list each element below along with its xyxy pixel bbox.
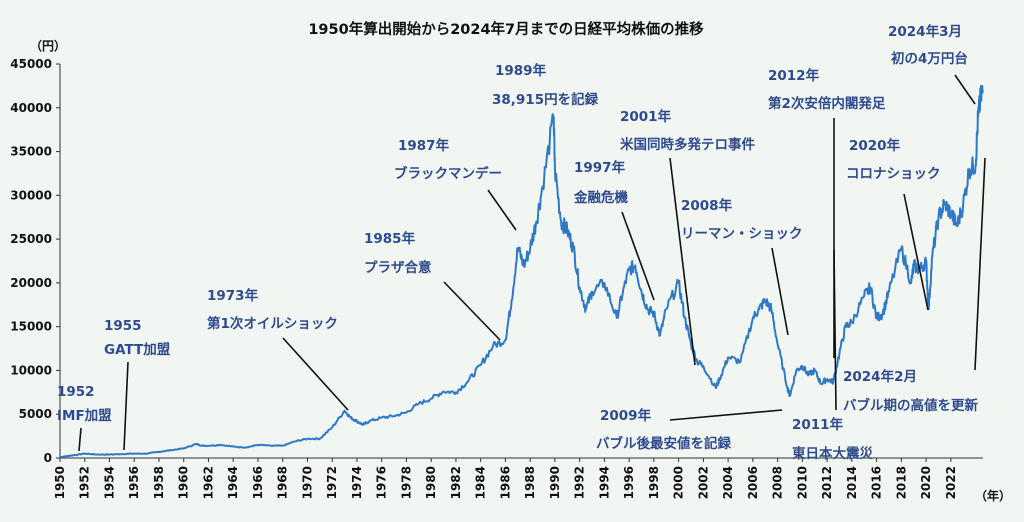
annotation-label: 2012年 [768, 67, 820, 84]
x-tick-label: 2018 [894, 466, 908, 499]
annotation-label: 2020年 [849, 137, 901, 154]
x-tick-label: 1982 [449, 466, 463, 499]
annotation-label: 1985年 [364, 230, 416, 247]
x-tick-label: 1994 [597, 466, 611, 499]
x-tick-label: 2000 [672, 466, 686, 499]
annotation-text: バブル後最安値を記録 [596, 435, 731, 452]
x-tick-label: 1990 [548, 466, 562, 499]
x-tick-label: 2014 [845, 466, 859, 499]
x-tick-label: 2004 [721, 466, 735, 499]
x-tick-label: 1966 [251, 466, 265, 499]
annotation-text: プラザ合意 [364, 259, 432, 276]
x-tick-label: 2006 [746, 466, 760, 499]
y-tick-label: 45000 [10, 57, 52, 71]
annotation-leader-line [954, 74, 976, 105]
annotation-label: 1973年 [207, 287, 259, 304]
y-tick-label: 40000 [10, 101, 52, 115]
annotation-label: 2011年 [792, 416, 844, 433]
annotation-text: コロナショック [846, 166, 941, 182]
annotation-label: 1997年 [574, 159, 626, 176]
annotation-label: 2009年 [600, 407, 652, 424]
annotation-label: 1987年 [398, 137, 450, 154]
y-tick-label: 25000 [10, 232, 52, 246]
annotation-text: 38,915円を記録 [492, 91, 599, 108]
x-tick-label: 2002 [696, 466, 710, 499]
annotation-text: 初の4万円台 [891, 50, 968, 67]
x-tick-label: 1974 [350, 466, 364, 499]
axes: 0 5000 10000 15000 20000 25000 30000 35000 40000… [10, 57, 983, 499]
y-tick-label: 30000 [10, 188, 52, 202]
x-tick-label: 2022 [944, 466, 958, 499]
y-tick-label: 20000 [10, 276, 52, 290]
x-tick-label: 1952 [78, 466, 92, 499]
annotation-text: GATT加盟 [104, 342, 171, 358]
y-tick-label: 15000 [10, 320, 52, 334]
x-tick-label: 1950 [53, 466, 67, 499]
x-tick-label: 1958 [152, 466, 166, 499]
x-tick-label: 2020 [919, 466, 933, 499]
x-tick-label: 1992 [573, 466, 587, 499]
x-tick-label: 1968 [276, 466, 290, 499]
x-tick-label: 1980 [424, 466, 438, 499]
x-tick-label: 2012 [820, 466, 834, 499]
series-layer [59, 84, 984, 459]
y-axis-unit: （円） [30, 38, 66, 53]
annotation-leader-line [487, 189, 517, 231]
x-tick-label: 2010 [795, 466, 809, 499]
x-tick-label: 1954 [102, 466, 116, 499]
annotation-text: ブラックマンデー [394, 165, 502, 182]
x-tick-label: 2016 [870, 466, 884, 499]
x-tick-label: 1970 [300, 466, 314, 499]
x-tick-label: 1996 [622, 466, 636, 499]
y-tick-label: 35000 [10, 145, 52, 159]
annotation-leader-line [771, 247, 789, 336]
annotation-text: 第1次オイルショック [207, 315, 338, 332]
x-tick-label: 1956 [127, 466, 141, 499]
annotation-leader-line [669, 409, 783, 421]
annotation-leader-line [443, 281, 501, 341]
annotation-text: 米国同時多発テロ事件 [620, 136, 755, 153]
x-tick-label: 1984 [474, 466, 488, 499]
annotation-text: IMF加盟 [57, 408, 112, 424]
annotation-leader-line [669, 157, 696, 366]
annotation-leader-line [621, 211, 655, 301]
annotation-leader-line [123, 361, 129, 451]
annotation-leader-line [78, 427, 82, 452]
x-tick-label: 1976 [375, 466, 389, 499]
annotation-label: 2024年2月 [843, 368, 917, 385]
x-tick-label: 1962 [201, 466, 215, 499]
annotation-leader-line [903, 193, 929, 311]
x-tick-label: 1978 [399, 466, 413, 499]
x-tick-label: 1986 [498, 466, 512, 499]
annotation-text: バブル期の高値を更新 [843, 397, 978, 414]
annotation-text: 東日本大震災 [792, 445, 873, 462]
x-axis-unit: （年） [975, 488, 1011, 503]
x-tick-label: 1988 [523, 466, 537, 499]
y-tick-label: 0 [44, 451, 52, 465]
y-tick-label: 10000 [10, 363, 52, 377]
annotation-label: 1989年 [495, 62, 547, 79]
chart-title: 1950年算出開始から2024年7月までの日経平均株価の推移 [308, 20, 704, 38]
y-tick-label: 5000 [19, 407, 52, 421]
x-tick-label: 1960 [177, 466, 191, 499]
nikkei-series-line [59, 84, 984, 459]
annotation-label: 2001年 [620, 108, 672, 125]
annotation-leader-line [974, 157, 986, 371]
annotation-text: リーマン・ショック [681, 226, 803, 242]
x-tick-label: 1964 [226, 466, 240, 499]
x-tick-label: 1972 [325, 466, 339, 499]
annotation-leader-line [282, 337, 349, 411]
annotation-label: 1955 [104, 318, 142, 334]
annotation-label: 2008年 [681, 197, 733, 214]
annotation-text: 金融危機 [573, 189, 628, 206]
annotation-label: 1952 [57, 384, 95, 400]
annotation-label: 2024年3月 [888, 23, 962, 40]
annotation-text: 第2次安倍内閣発足 [768, 95, 886, 112]
x-tick-label: 2008 [771, 466, 785, 499]
x-tick-label: 1998 [647, 466, 661, 499]
